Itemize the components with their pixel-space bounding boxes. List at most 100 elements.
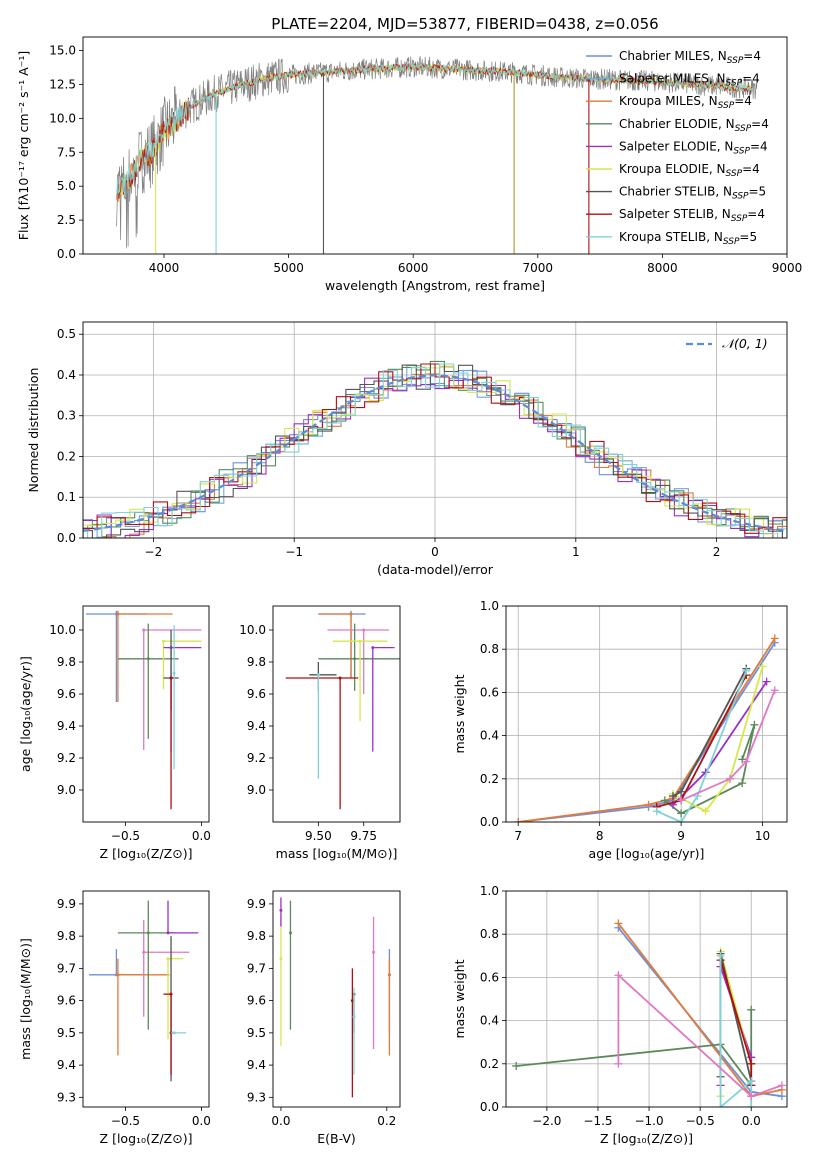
y-tick-label: 0.0: [480, 1100, 499, 1114]
y-tick-label: 9.5: [57, 1026, 76, 1040]
normal-curve: [83, 374, 787, 532]
data-point: [166, 931, 170, 935]
legend-label: Salpeter ELODIE, NSSP=4: [619, 139, 768, 156]
legend-label: Chabrier STELIB, NSSP=5: [619, 185, 766, 202]
weight-series: [672, 668, 748, 797]
y-tick-label: 0.2: [57, 449, 76, 463]
y-tick-label: 0.0: [57, 247, 76, 261]
weight-marker: [660, 796, 669, 805]
data-point: [161, 639, 165, 643]
y-tick-label: 0.4: [480, 1014, 499, 1028]
data-point: [169, 676, 173, 680]
y-tick-label: 10.0: [239, 623, 266, 637]
weight-series: [617, 973, 783, 1098]
weight-marker: [758, 662, 767, 671]
y-tick-label: 12.5: [49, 77, 76, 91]
x-axis-label: mass [log₁₀(M/M⊙)]: [276, 846, 398, 861]
legend-label-sub: SSP: [726, 169, 743, 179]
data-point: [350, 999, 354, 1003]
weight-marker: [652, 807, 661, 816]
x-tick-label: 0.0: [742, 1114, 761, 1128]
data-point: [116, 612, 120, 616]
histogram-step: [83, 370, 787, 538]
legend-label-sub: SSP: [732, 192, 749, 202]
histogram-step: [83, 360, 787, 529]
y-tick-label: 9.7: [57, 961, 76, 975]
mass-weight-vs-z-panel: −2.0 −1.5 −1.0 −0.5 0.0 0.0 0.2 0.4 0.6 0.8 1.0 Z […: [452, 884, 788, 1146]
x-tick-label: −1.0: [634, 1114, 663, 1128]
weight-marker: [738, 779, 747, 788]
x-tick-label: −0.5: [111, 1114, 140, 1128]
y-axis-label: mass [log₁₀(M/M⊙)]: [18, 938, 33, 1060]
errorbars: [279, 897, 391, 1098]
data-point: [172, 1031, 176, 1035]
weight-series: [672, 666, 764, 813]
y-tick-label: 9.2: [247, 751, 266, 765]
weight-marker: [677, 809, 686, 818]
y-tick-label: 0.8: [480, 927, 499, 941]
weight-marker: [614, 919, 623, 928]
data-point: [142, 628, 146, 632]
legend-label-tail: =4: [734, 94, 752, 108]
x-tick-label: 4000: [149, 261, 180, 275]
y-tick-label: 15.0: [49, 44, 76, 58]
spectrum-lines: [116, 56, 758, 254]
legend-label-sub: SSP: [727, 56, 744, 66]
legend-label-sub: SSP: [735, 124, 752, 134]
y-tick-label: 0.5: [57, 327, 76, 341]
weight-marker: [614, 971, 623, 980]
x-tick-label: −1: [285, 545, 303, 559]
weight-series: [518, 637, 776, 822]
axes-frame: [272, 890, 401, 1108]
weight-lines: [514, 634, 779, 822]
x-tick-label: 2: [713, 545, 721, 559]
data-point: [166, 957, 170, 961]
data-point: [279, 908, 283, 912]
y-tick-label: 0.6: [480, 685, 499, 699]
x-axis-label: age [log₁₀(age/yr)]: [589, 846, 705, 861]
x-tick-label: 10: [755, 829, 770, 843]
x-tick-label: 1: [572, 545, 580, 559]
y-tick-label: 0.2: [480, 1057, 499, 1071]
mass-vs-ebv-panel: 0.0 0.2 9.3 9.4 9.5 9.6 9.7 9.8 9.9 E(B-V): [247, 890, 401, 1146]
data-point: [371, 646, 375, 650]
legend-label-main: Kroupa STELIB, N: [619, 230, 723, 244]
weight-marker: [762, 677, 771, 686]
y-tick-label: 9.7: [247, 961, 266, 975]
legend-label-sub: SSP: [726, 79, 743, 89]
weight-marker: [777, 1081, 786, 1090]
legend-label-main: Chabrier MILES, N: [619, 49, 727, 63]
data-point: [172, 671, 176, 675]
weight-series: [656, 670, 748, 822]
histogram-step: [83, 363, 787, 538]
legend-label-sub: SSP: [723, 237, 740, 247]
weight-marker: [725, 774, 734, 783]
y-tick-label: 0.8: [480, 642, 499, 656]
errorbars: [89, 900, 199, 1082]
legend-label-tail: =4: [742, 162, 760, 176]
y-tick-label: 9.8: [247, 655, 266, 669]
weight-lines: [512, 919, 786, 1107]
y-tick-label: 9.0: [247, 783, 266, 797]
data-point: [116, 973, 120, 977]
y-tick-label: 0.1: [57, 490, 76, 504]
x-tick-label: 6000: [398, 261, 429, 275]
legend-label: Kroupa MILES, NSSP=4: [619, 94, 752, 111]
legend-label-main: Kroupa ELODIE, N: [619, 162, 726, 176]
histograms: [83, 360, 787, 538]
axes-frame: [82, 605, 210, 823]
weight-marker: [677, 787, 686, 796]
data-point: [338, 676, 342, 680]
x-tick-label: 9: [677, 829, 685, 843]
legend-label: Salpeter MILES, NSSP=4: [619, 72, 760, 89]
x-tick-label: −1.5: [583, 1114, 612, 1128]
weight-marker: [742, 757, 751, 766]
axes-frame: [272, 605, 401, 823]
y-tick-label: 0.6: [480, 970, 499, 984]
y-axis-label: Normed distribution: [26, 368, 41, 493]
legend-label-tail: =4: [743, 49, 761, 63]
weight-marker: [716, 1103, 725, 1107]
y-tick-label: 1.0: [480, 884, 499, 898]
y-tick-label: 1.0: [480, 599, 499, 613]
